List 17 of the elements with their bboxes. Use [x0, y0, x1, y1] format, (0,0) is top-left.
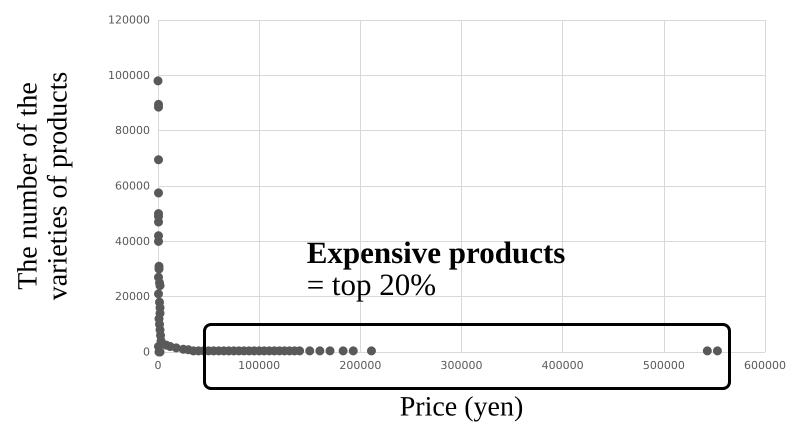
y-tick-label: 80000 [115, 124, 150, 138]
x-tick-label: 300000 [440, 359, 482, 372]
x-tick-label: 500000 [642, 359, 685, 372]
y-tick-label: 100000 [108, 68, 150, 82]
x-tick-label: 200000 [339, 359, 382, 372]
x-tick-label: 100000 [238, 359, 280, 372]
y-tick-label: 60000 [115, 180, 150, 192]
y-tick-label: 0 [143, 346, 150, 358]
annotation: Expensive products [306, 235, 566, 270]
x-axis-title: Price (yen) [400, 392, 524, 422]
x-tick-label: 600000 [744, 359, 786, 372]
y-tick-label: 40000 [115, 234, 150, 248]
y-tick-label: 120000 [108, 14, 150, 26]
y-axis-title: The number of the varieties of products [12, 72, 74, 300]
x-tick-label: 400000 [542, 359, 584, 372]
x-tick-label: 0 [154, 359, 162, 372]
y-tick-label: 20000 [115, 290, 150, 304]
